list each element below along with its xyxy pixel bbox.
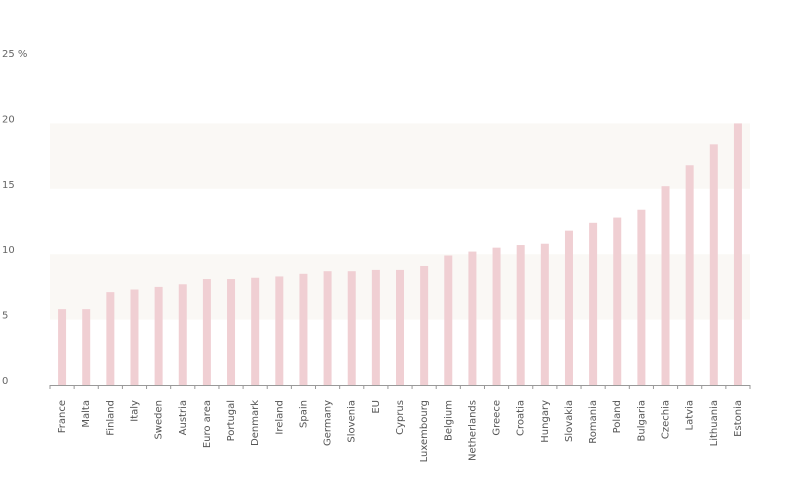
- x-tick-label: Spain: [298, 400, 309, 428]
- x-tick-label: Greece: [492, 400, 503, 436]
- bar-belgium: [444, 255, 453, 385]
- x-tick-label: Latvia: [685, 400, 696, 430]
- x-tick-label: Poland: [612, 400, 623, 433]
- y-tick-label: 10: [2, 245, 15, 256]
- bar-greece: [492, 247, 501, 385]
- x-tick-label: Germany: [323, 400, 334, 446]
- x-tick-label: Italy: [129, 400, 140, 422]
- x-tick-label: Euro area: [202, 400, 213, 448]
- y-axis-ticks: 0 5 10 15 20 25 %: [2, 49, 27, 387]
- x-tick-label: Hungary: [540, 400, 551, 443]
- bar-croatia: [516, 245, 525, 385]
- x-tick-label: Lithuania: [709, 400, 720, 446]
- bars: [58, 123, 742, 386]
- bar-slovenia: [347, 271, 356, 385]
- bar-sweden: [154, 286, 163, 385]
- x-tick-label: Austria: [178, 400, 189, 435]
- bar-hungary: [540, 243, 549, 385]
- x-axis-ticks: [49, 385, 751, 389]
- x-tick-label: Malta: [81, 400, 92, 428]
- x-tick-label: Croatia: [516, 400, 527, 436]
- bar-austria: [178, 284, 187, 385]
- x-tick-label: EU: [371, 400, 382, 414]
- bar-luxembourg: [420, 265, 429, 385]
- x-tick-label: Luxembourg: [419, 400, 430, 462]
- x-tick-label: Slovenia: [347, 400, 358, 443]
- bar-spain: [299, 273, 308, 385]
- y-tick-label: 0: [2, 376, 8, 387]
- y-tick-label: 5: [2, 311, 8, 322]
- bar-eu: [371, 269, 380, 385]
- x-tick-label: Portugal: [226, 400, 237, 441]
- y-tick-label: 20: [2, 114, 15, 125]
- bar-latvia: [685, 165, 694, 385]
- x-tick-label: Finland: [105, 400, 116, 436]
- grid-band: [50, 123, 750, 189]
- bar-finland: [106, 292, 115, 385]
- x-tick-label: Netherlands: [467, 400, 478, 461]
- x-tick-label: Slovakia: [564, 400, 575, 442]
- bar-lithuania: [709, 144, 718, 385]
- x-tick-label: Romania: [588, 400, 599, 444]
- bar-euro-area: [202, 279, 211, 385]
- bar-netherlands: [468, 251, 477, 385]
- bar-bulgaria: [637, 209, 646, 385]
- bar-romania: [589, 222, 598, 385]
- bar-malta: [82, 309, 91, 385]
- x-tick-label: France: [57, 400, 68, 433]
- bar-poland: [613, 217, 622, 385]
- bar-denmark: [251, 277, 260, 385]
- x-tick-label: Denmark: [250, 400, 261, 446]
- grid-bands: [50, 123, 750, 320]
- x-tick-label: Cyprus: [395, 400, 406, 435]
- x-tick-label: Belgium: [443, 400, 454, 441]
- x-axis-labels: France Malta Finland Italy Sweden Austria Euro…: [57, 400, 744, 463]
- x-tick-label: Czechia: [661, 400, 672, 439]
- x-tick-label: Bulgaria: [636, 400, 647, 441]
- x-tick-label: Sweden: [154, 400, 165, 440]
- bar-germany: [323, 271, 332, 385]
- y-tick-label: 25 %: [2, 49, 27, 60]
- bar-cyprus: [396, 269, 404, 385]
- bar-ireland: [275, 276, 284, 385]
- bar-italy: [130, 289, 139, 385]
- bar-czechia: [661, 186, 670, 385]
- bar-estonia: [733, 123, 742, 386]
- bar-france: [58, 309, 67, 385]
- bar-slovakia: [564, 230, 573, 385]
- x-tick-label: Estonia: [733, 400, 744, 437]
- bar-portugal: [227, 279, 236, 385]
- x-tick-label: Ireland: [274, 400, 285, 435]
- y-tick-label: 15: [2, 180, 15, 191]
